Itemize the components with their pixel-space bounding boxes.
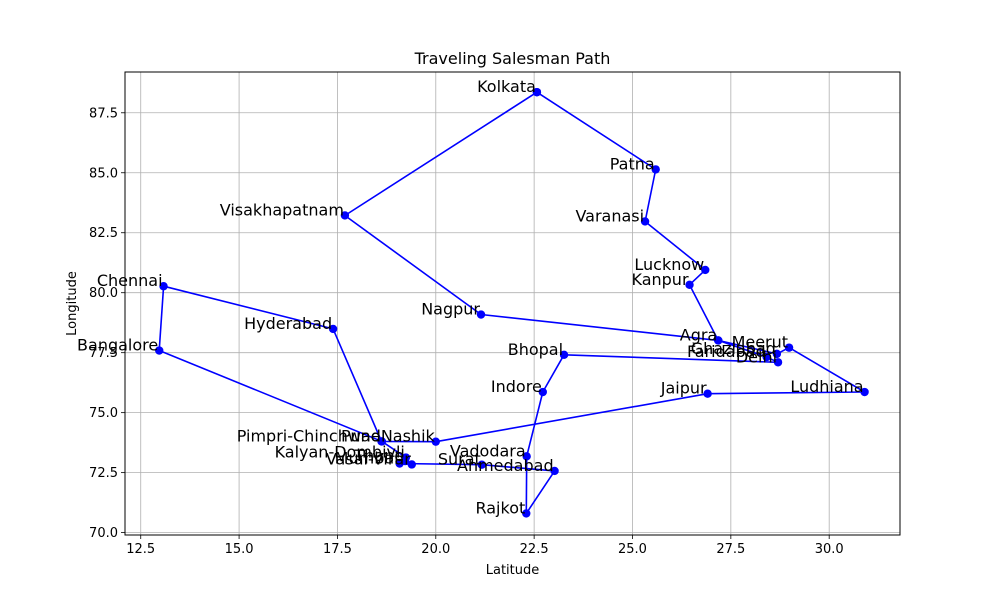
city-label: Visakhapatnam [220, 200, 344, 219]
city-marker [550, 466, 559, 476]
city-label: Bhopal [508, 340, 563, 359]
y-tick-label: 87.5 [89, 106, 118, 121]
city-marker [395, 459, 404, 468]
city-marker [522, 509, 531, 518]
city-marker [651, 165, 660, 174]
city-label: Vadodara [450, 441, 526, 460]
city-label: Meerut [732, 333, 788, 352]
city-marker [762, 352, 771, 362]
route-markers [155, 87, 869, 518]
city-marker [703, 389, 712, 398]
city-label: Ghaziabad [691, 339, 776, 358]
city-marker [559, 350, 569, 360]
city-marker [640, 217, 650, 226]
y-tick-label: 82.5 [89, 226, 118, 241]
city-label: Surat [438, 450, 481, 469]
y-tick-label: 72.5 [89, 466, 118, 481]
city-marker [701, 265, 710, 275]
city-marker [532, 87, 542, 97]
city-label: Kolkata [477, 77, 536, 96]
city-marker [328, 324, 338, 334]
grid [125, 72, 900, 535]
city-label: Jaipur [660, 379, 707, 398]
city-label: Mumbai [335, 449, 399, 468]
city-marker [538, 387, 547, 397]
city-label: Lucknow [634, 255, 704, 274]
city-label: Kalyan-Dombivli [275, 443, 405, 462]
city-label: Chennai [97, 271, 163, 290]
y-tick-label: 80.0 [89, 286, 118, 301]
x-axis-label: Latitude [486, 563, 540, 578]
city-marker [714, 336, 723, 345]
city-marker [860, 387, 869, 397]
city-label: Faridabad [687, 342, 766, 361]
city-marker [407, 460, 416, 469]
city-label: Vasai-Virar [326, 449, 411, 468]
city-marker [477, 460, 487, 469]
x-tick-label: 22.5 [520, 542, 549, 557]
city-label: Kanpur [631, 270, 688, 289]
city-marker [784, 343, 794, 352]
route-line [158, 91, 866, 515]
city-label: Indore [491, 377, 542, 396]
x-tick-label: 30.0 [815, 542, 844, 557]
x-tick-label: 12.5 [126, 542, 155, 557]
city-marker [155, 346, 164, 355]
city-label: Bangalore [77, 336, 158, 355]
route-line-layer [158, 91, 866, 515]
x-tick-label: 25.0 [618, 542, 647, 557]
city-label: Rajkot [475, 498, 525, 517]
plot-frame [124, 71, 901, 536]
city-marker [773, 358, 783, 367]
city-marker [377, 437, 387, 446]
city-label: Hyderabad [244, 314, 332, 333]
city-marker [522, 452, 531, 461]
city-label: Nashik [381, 427, 436, 446]
city-label: Ludhiana [790, 377, 863, 396]
city-label: Patna [610, 154, 655, 173]
city-label: Varanasi [575, 206, 644, 225]
y-tick-label: 85.0 [89, 166, 118, 181]
city-marker [476, 310, 486, 319]
city-marker [772, 349, 782, 359]
x-tick-label: 20.0 [421, 542, 450, 557]
x-tick-label: 15.0 [225, 542, 254, 557]
y-tick-label: 70.0 [89, 526, 118, 541]
axis-ticks: 12.5 15.0 17.5 20.0 22.5 25.0 27.5 30.0 70.0 72.5… [89, 106, 844, 557]
x-tick-label: 17.5 [323, 542, 352, 557]
city-label: Nagpur [421, 300, 480, 319]
city-marker [340, 211, 350, 220]
city-label: Pune [341, 426, 381, 445]
city-label: Pimpri-Chinchwad [237, 426, 381, 445]
city-label: Agra [680, 325, 717, 344]
y-tick-label: 75.0 [89, 406, 118, 421]
x-tick-label: 27.5 [716, 542, 745, 557]
city-label: Thane [353, 446, 404, 465]
y-tick-label: 77.5 [89, 346, 118, 361]
city-label: Ahmedabad [457, 456, 554, 475]
city-marker [159, 282, 168, 291]
city-label: Delhi [736, 347, 777, 366]
chart-title: Traveling Salesman Path [414, 49, 611, 68]
city-marker [431, 437, 440, 446]
city-marker [685, 280, 694, 289]
y-axis-label: Longitude [65, 271, 80, 336]
